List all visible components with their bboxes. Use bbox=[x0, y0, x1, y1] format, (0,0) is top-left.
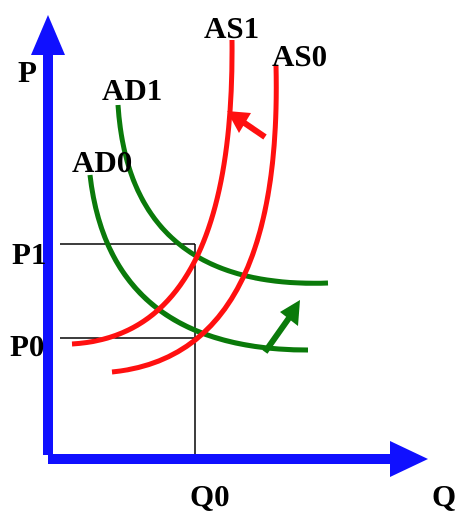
y-axis-arrowhead bbox=[31, 15, 65, 55]
y-axis bbox=[31, 15, 65, 455]
as1-label: AS1 bbox=[204, 10, 259, 45]
ad0-curve bbox=[87, 174, 309, 353]
demand-shift-arrow bbox=[262, 300, 300, 354]
x-axis bbox=[48, 441, 428, 477]
x-axis-arrowhead bbox=[390, 441, 428, 477]
y-axis-label: P bbox=[18, 54, 37, 89]
x-axis-label: Q bbox=[432, 478, 456, 513]
supply-shift-arrow bbox=[227, 111, 267, 140]
ad1-curve bbox=[115, 104, 329, 286]
p0-label: P0 bbox=[10, 328, 44, 363]
q0-label: Q0 bbox=[190, 478, 230, 513]
as0-label: AS0 bbox=[272, 38, 327, 73]
ad1-label: AD1 bbox=[102, 72, 162, 107]
p1-label: P1 bbox=[12, 236, 46, 271]
ad0-label: AD0 bbox=[72, 144, 132, 179]
as0-curve bbox=[111, 64, 279, 375]
